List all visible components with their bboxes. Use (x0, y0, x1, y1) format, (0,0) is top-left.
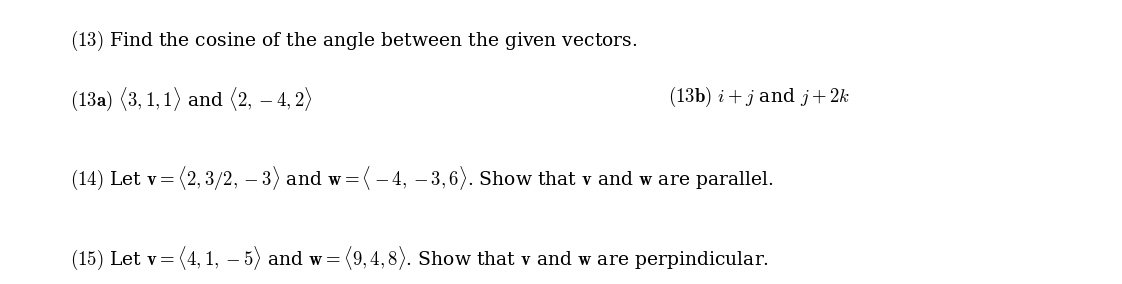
Text: $\mathbf{(14)}$ Let $\mathbf{v} = \langle 2, 3/2, -3\rangle$ and $\mathbf{w} = \: $\mathbf{(14)}$ Let $\mathbf{v} = \langl… (70, 165, 773, 192)
Text: $\mathbf{(13b)}$ $i + j$ and $j + 2k$: $\mathbf{(13b)}$ $i + j$ and $j + 2k$ (668, 85, 849, 109)
Text: $\mathbf{(13)}$ Find the cosine of the angle between the given vectors.: $\mathbf{(13)}$ Find the cosine of the a… (70, 28, 637, 53)
Text: $\mathbf{(15)}$ Let $\mathbf{v} = \langle 4, 1, -5\rangle$ and $\mathbf{w} = \la: $\mathbf{(15)}$ Let $\mathbf{v} = \langl… (70, 244, 769, 272)
Text: $\mathbf{(13a)}$ $\langle 3, 1, 1\rangle$ and $\langle 2, -4, 2\rangle$: $\mathbf{(13a)}$ $\langle 3, 1, 1\rangle… (70, 85, 312, 113)
